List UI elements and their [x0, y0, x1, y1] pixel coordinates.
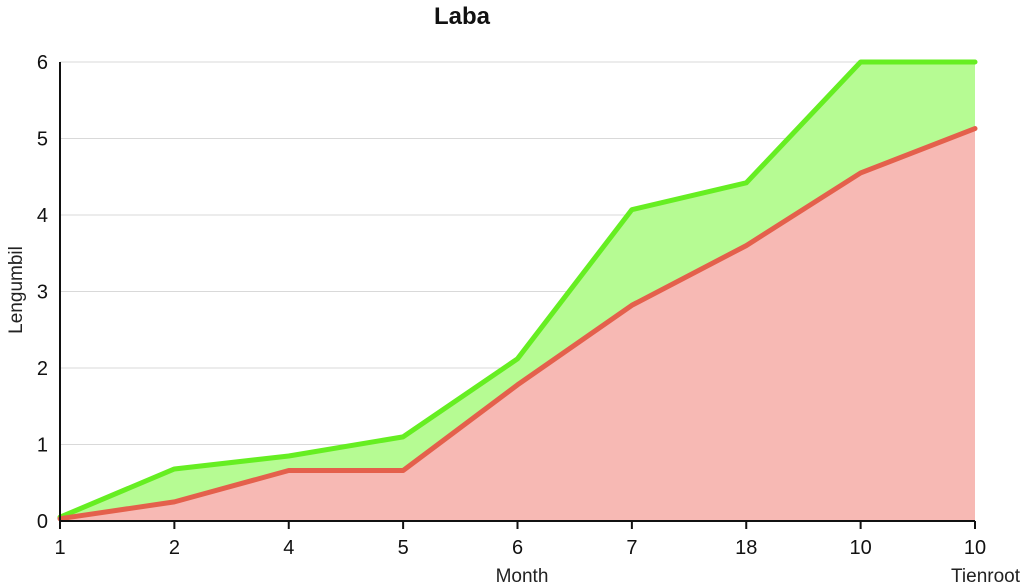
y-tick-label: 5 [37, 129, 48, 151]
y-tick-label: 4 [37, 205, 48, 227]
x-tick-label: 2 [169, 537, 180, 559]
x-tick-label: 10 [850, 537, 872, 559]
x-tick-label: 10 [964, 537, 986, 559]
y-tick-label: 0 [37, 511, 48, 533]
y-tick-label: 6 [37, 52, 48, 74]
y-axis-label: Lengumbil [6, 246, 27, 334]
series-lines [57, 59, 978, 522]
x-tick-label: 7 [626, 537, 637, 559]
x-tick-label: 18 [735, 537, 757, 559]
axes [59, 62, 976, 529]
series-line-0 [57, 59, 978, 520]
x-tick-label: 5 [398, 537, 409, 559]
series-area-1 [60, 128, 975, 521]
x-tick-label: 4 [283, 537, 294, 559]
chart-title: Laba [434, 3, 491, 30]
x-tick-labels: 1 2 4 5 6 7 18 10 10 [54, 537, 986, 559]
x-tick-label: 1 [54, 537, 65, 559]
series-areas [60, 62, 975, 521]
y-tick-label: 1 [37, 435, 48, 457]
x-axis-secondary-label: Tienroot [951, 566, 1021, 586]
y-tick-labels: 0 1 2 3 4 5 6 [37, 52, 48, 533]
y-tick-label: 3 [37, 282, 48, 304]
x-axis-label: Month [496, 566, 549, 586]
series-line-1 [57, 126, 978, 522]
x-tick-label: 6 [512, 537, 523, 559]
y-tick-label: 2 [37, 358, 48, 380]
